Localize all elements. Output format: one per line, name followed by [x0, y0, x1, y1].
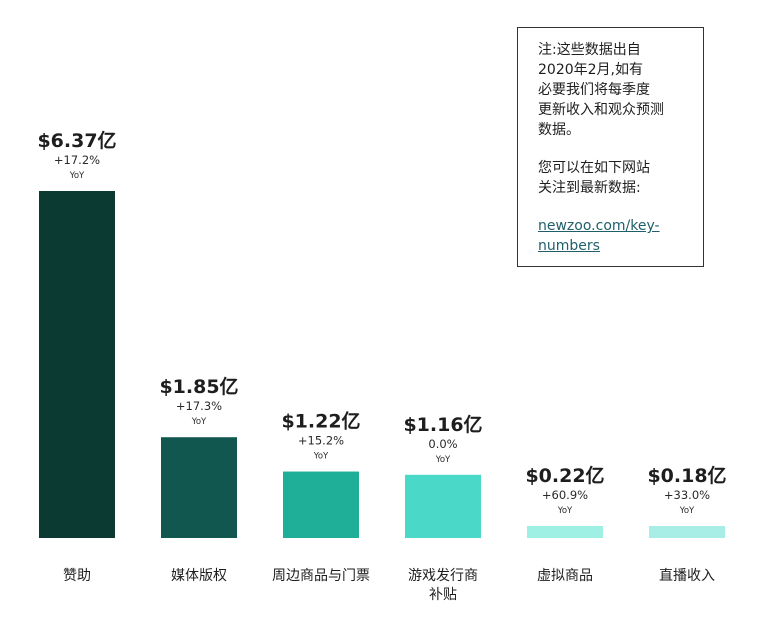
category-label: 补贴 — [429, 587, 457, 603]
note-line: 更新收入和观众预测 — [538, 102, 664, 118]
bar-yoy-label: YoY — [557, 506, 573, 516]
bar-change-label: +15.2% — [298, 434, 344, 448]
bar — [161, 437, 237, 538]
note-line: 数据。 — [538, 122, 580, 138]
bar — [649, 526, 725, 538]
bar — [39, 191, 115, 538]
bar-yoy-label: YoY — [435, 455, 451, 465]
bar — [283, 471, 359, 538]
category-label: 直播收入 — [659, 567, 715, 584]
bar-change-label: +17.3% — [176, 399, 222, 413]
bar-change-label: +17.2% — [54, 153, 100, 167]
note-spacer — [538, 198, 693, 216]
newzoo-link[interactable]: numbers — [538, 238, 600, 254]
bar-value-label: $1.16亿 — [403, 413, 482, 436]
bar-change-label: +60.9% — [542, 488, 588, 502]
category-label: 赞助 — [63, 568, 91, 584]
bar-yoy-label: YoY — [313, 452, 329, 462]
data-note-box: 注:这些数据出自 2020年2月,如有 必要我们将每季度 更新收入和观众预测 数… — [517, 27, 704, 267]
bar-value-label: $1.85亿 — [159, 375, 238, 398]
note-line: 必要我们将每季度 — [538, 82, 650, 98]
category-label: 游戏发行商 — [408, 568, 478, 584]
note-line: 注:这些数据出自 — [538, 42, 641, 58]
bar-change-label: 0.0% — [428, 437, 457, 451]
note-line: 您可以在如下网站 — [538, 160, 650, 176]
bar-change-label: +33.0% — [664, 488, 710, 502]
bar-yoy-label: YoY — [69, 171, 85, 181]
bar-value-label: $6.37亿 — [37, 129, 116, 152]
note-line: 2020年2月,如有 — [538, 62, 643, 78]
bar-value-label: $1.22亿 — [281, 410, 360, 433]
category-label: 媒体版权 — [171, 568, 227, 584]
labels-layer: $6.37亿+17.2% YoY $1.85亿+17.3% YoY $1.22亿+15.… — [37, 129, 726, 516]
bar — [527, 526, 603, 538]
bar-value-label: $0.18亿 — [647, 464, 726, 487]
bar-yoy-label: YoY — [191, 417, 207, 427]
bar-value-label: $0.22亿 — [525, 464, 604, 487]
bars-layer — [39, 191, 725, 538]
category-label: 周边商品与门票 — [272, 568, 370, 584]
note-spacer — [538, 140, 693, 158]
bar-yoy-label: YoY — [679, 506, 695, 516]
bar — [405, 474, 481, 538]
newzoo-link[interactable]: newzoo.com/key- — [538, 218, 660, 234]
category-label: 虚拟商品 — [537, 568, 593, 584]
note-line: 关注到最新数据: — [538, 180, 641, 196]
